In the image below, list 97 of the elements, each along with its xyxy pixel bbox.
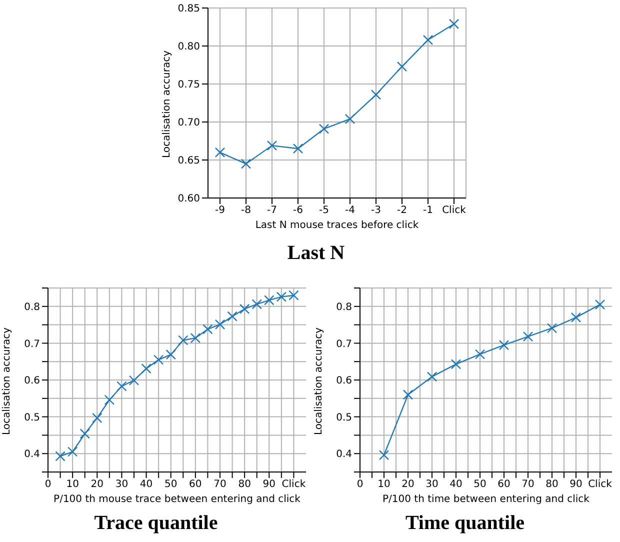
point bbox=[378, 450, 390, 460]
x-tick-label: -2 bbox=[397, 205, 407, 216]
point bbox=[202, 324, 213, 334]
x-tick-label: 40 bbox=[140, 479, 153, 490]
point bbox=[153, 354, 164, 365]
y-tick-label: 0.5 bbox=[24, 412, 40, 424]
point bbox=[239, 304, 250, 314]
x-tick-label: Click bbox=[588, 479, 612, 490]
point bbox=[318, 124, 330, 134]
x-tick-label: 10 bbox=[66, 479, 79, 490]
y-tick-label: 0.80 bbox=[178, 42, 200, 53]
point bbox=[55, 451, 66, 462]
x-tick-label: -8 bbox=[241, 205, 251, 216]
x-axis-title: P/100 th time between entering and click bbox=[382, 494, 590, 505]
x-axis-title: P/100 th mouse trace between entering and click bbox=[54, 494, 301, 505]
point bbox=[104, 394, 115, 405]
point bbox=[92, 412, 102, 424]
x-tick-label: 30 bbox=[426, 479, 438, 490]
x-tick-label: 50 bbox=[164, 479, 178, 490]
point bbox=[292, 144, 304, 154]
y-tick-label: 0.5 bbox=[336, 412, 352, 424]
y-tick-label: 0.85 bbox=[178, 4, 200, 15]
point bbox=[166, 350, 176, 360]
point bbox=[264, 295, 274, 306]
x-tick-label: 80 bbox=[238, 479, 251, 490]
y-tick-label: 0.75 bbox=[178, 80, 200, 91]
point bbox=[474, 349, 486, 360]
point bbox=[450, 359, 462, 370]
x-tick-label: 60 bbox=[189, 479, 202, 490]
point bbox=[426, 372, 438, 382]
x-tick-label: 0 bbox=[356, 479, 364, 490]
point bbox=[522, 331, 534, 342]
x-tick-label: 50 bbox=[474, 479, 486, 490]
x-tick-label: Click bbox=[442, 205, 466, 216]
y-axis-title: Localisation accuracy bbox=[2, 327, 13, 435]
x-tick-label: 70 bbox=[522, 479, 534, 490]
point bbox=[422, 34, 434, 46]
y-axis-title: Localisation accuracy bbox=[314, 327, 325, 435]
x-tick-label: -9 bbox=[215, 205, 225, 216]
point bbox=[448, 18, 460, 30]
point bbox=[128, 375, 140, 386]
point bbox=[276, 292, 287, 302]
point bbox=[570, 312, 582, 323]
point bbox=[240, 158, 252, 169]
point bbox=[594, 299, 606, 310]
x-axis-title: Last N mouse traces before click bbox=[255, 220, 419, 231]
x-tick-label: Click bbox=[282, 479, 306, 490]
y-tick-label: 0.70 bbox=[178, 118, 200, 129]
y-tick-label: 0.6 bbox=[24, 376, 40, 387]
x-tick-label: -6 bbox=[293, 205, 303, 216]
text: Last N bbox=[286, 242, 346, 264]
point bbox=[80, 428, 90, 439]
x-tick-label: -4 bbox=[345, 205, 355, 216]
x-tick-label: 20 bbox=[402, 479, 414, 490]
y-tick-label: 0.6 bbox=[336, 376, 352, 387]
point bbox=[116, 381, 127, 392]
point bbox=[227, 311, 238, 322]
point bbox=[344, 114, 356, 124]
x-tick-label: 80 bbox=[546, 479, 558, 490]
y-tick-label: 0.60 bbox=[178, 194, 200, 205]
point bbox=[214, 319, 226, 330]
x-tick-label: 70 bbox=[214, 479, 226, 490]
point bbox=[546, 323, 558, 334]
point bbox=[402, 390, 414, 400]
x-tick-label: 0 bbox=[44, 479, 52, 490]
x-tick-label: 10 bbox=[378, 479, 390, 490]
y-tick-label: 0.8 bbox=[24, 302, 40, 313]
y-tick-label: 0.4 bbox=[336, 449, 352, 460]
point bbox=[178, 335, 188, 346]
x-tick-label: 60 bbox=[498, 479, 510, 490]
x-tick-label: 40 bbox=[450, 479, 462, 490]
point bbox=[252, 299, 262, 310]
x-tick-label: -3 bbox=[371, 205, 381, 216]
point bbox=[498, 340, 510, 350]
point bbox=[141, 363, 152, 374]
point bbox=[396, 61, 408, 72]
x-tick-label: -1 bbox=[423, 205, 433, 216]
y-tick-label: 0.65 bbox=[178, 156, 200, 167]
x-tick-label: -5 bbox=[319, 205, 329, 216]
point bbox=[370, 90, 382, 100]
point bbox=[190, 332, 201, 344]
x-tick-label: 90 bbox=[570, 479, 582, 490]
y-tick-label: 0.7 bbox=[24, 338, 40, 350]
text: Trace quantile bbox=[93, 512, 219, 534]
point bbox=[214, 147, 226, 158]
x-tick-label: -7 bbox=[267, 205, 277, 216]
x-tick-label: 30 bbox=[115, 479, 128, 490]
point bbox=[266, 140, 278, 151]
y-tick-label: 0.4 bbox=[24, 449, 40, 460]
point bbox=[288, 290, 299, 300]
y-tick-label: 0.8 bbox=[336, 302, 352, 313]
y-tick-label: 0.7 bbox=[336, 338, 352, 350]
x-tick-label: 90 bbox=[262, 479, 276, 490]
x-tick-label: 20 bbox=[90, 479, 104, 490]
y-axis-title: Localisation accuracy bbox=[162, 50, 173, 158]
point bbox=[67, 446, 78, 457]
text: Time quantile bbox=[404, 512, 526, 534]
